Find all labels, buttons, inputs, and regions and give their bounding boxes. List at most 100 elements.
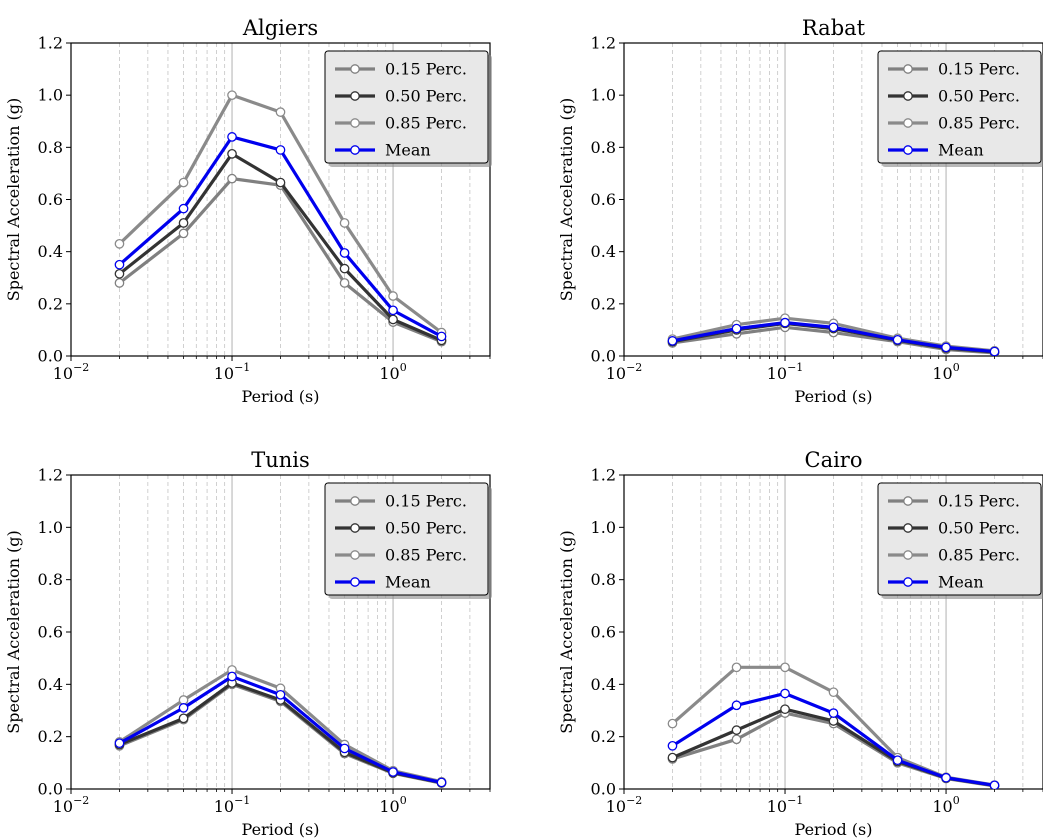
x-tick-base: 10 [606, 797, 626, 816]
legend: 0.15 Perc. 0.50 Perc. 0.85 Perc. Mean [324, 482, 492, 599]
y-tick-label: 0.0 [591, 347, 616, 366]
y-tick-label: 0.0 [38, 780, 63, 799]
x-tick-label: 10−2 [53, 794, 90, 816]
x-axis-label: Period (s) [795, 820, 873, 839]
data-point-mean [388, 305, 398, 316]
data-point-mean [436, 331, 447, 342]
data-point-p85 [667, 718, 678, 729]
data-point-mean [989, 346, 1000, 356]
data-point-p85 [731, 662, 742, 673]
x-tick-exponent: 0 [953, 794, 960, 807]
data-point-p85 [828, 687, 839, 698]
y-tick-label: 0.8 [38, 138, 63, 157]
data-point-p15 [114, 278, 125, 288]
data-point-mean [780, 317, 790, 328]
data-point-mean [731, 323, 742, 334]
legend-label: 0.85 Perc. [938, 114, 1020, 133]
legend-box [877, 482, 1042, 596]
data-point-mean [941, 772, 951, 783]
legend-marker-mean [903, 145, 913, 155]
x-tick-label: 100 [379, 794, 406, 816]
chart-panel-rabat: 0.00.20.40.60.81.01.210−2 10−1 100RabatPer… [557, 16, 1043, 406]
legend-marker-p15 [903, 496, 913, 506]
legend-marker-p15 [903, 64, 913, 74]
x-tick-base: 10 [606, 364, 626, 383]
data-point-mean [227, 671, 237, 682]
data-point-mean [892, 755, 903, 766]
data-point-mean [114, 259, 125, 270]
legend-label: Mean [385, 573, 431, 592]
data-point-mean [892, 334, 903, 345]
legend-label: Mean [938, 573, 984, 592]
legend-marker-p50 [903, 91, 913, 101]
legend-marker-mean [350, 577, 360, 587]
legend-label: Mean [938, 141, 984, 160]
legend-marker-p85 [903, 550, 913, 560]
y-tick-label: 0.8 [38, 570, 63, 589]
legend: 0.15 Perc. 0.50 Perc. 0.85 Perc. Mean [877, 482, 1043, 599]
x-tick-base: 10 [379, 797, 399, 816]
y-tick-label: 0.8 [591, 138, 616, 157]
y-tick-label: 1.2 [591, 466, 616, 485]
data-point-p15 [731, 734, 742, 745]
data-point-mean [227, 132, 237, 142]
y-tick-label: 0.4 [591, 242, 616, 261]
x-tick-exponent: 0 [953, 361, 960, 374]
y-tick-label: 1.2 [38, 34, 63, 53]
legend-label: 0.50 Perc. [385, 519, 467, 538]
legend-label: 0.50 Perc. [938, 519, 1020, 538]
y-axis-label: Spectral Acceleration (g) [557, 530, 576, 733]
x-tick-exponent: −2 [626, 794, 642, 807]
legend-box [324, 50, 489, 164]
legend-marker-p85 [903, 118, 913, 128]
legend-label: 0.15 Perc. [938, 60, 1020, 79]
data-point-p15 [227, 173, 237, 184]
data-point-mean [275, 689, 286, 700]
x-tick-base: 10 [767, 364, 787, 383]
legend-label: 0.85 Perc. [385, 114, 467, 133]
y-tick-label: 0.0 [38, 347, 63, 366]
legend-label: 0.15 Perc. [385, 60, 467, 79]
x-tick-base: 10 [932, 364, 952, 383]
data-point-p85 [227, 90, 237, 101]
x-tick-base: 10 [214, 797, 234, 816]
data-point-mean [178, 703, 189, 713]
legend-label: 0.15 Perc. [938, 492, 1020, 511]
x-tick-label: 100 [932, 794, 959, 816]
x-tick-base: 10 [932, 797, 952, 816]
x-tick-exponent: 0 [400, 794, 407, 807]
plot-area [114, 90, 447, 347]
y-tick-label: 1.0 [591, 518, 616, 537]
y-tick-label: 0.6 [591, 623, 616, 642]
data-point-mean [114, 738, 125, 749]
y-tick-label: 0.6 [38, 623, 63, 642]
x-tick-label: 10−2 [53, 361, 90, 383]
legend-marker-p15 [350, 64, 360, 74]
y-tick-label: 1.0 [38, 518, 63, 537]
legend-label: Mean [385, 141, 431, 160]
data-point-p50 [178, 713, 189, 724]
legend-marker-p15 [350, 496, 360, 506]
y-tick-label: 0.2 [591, 727, 616, 746]
y-tick-label: 0.2 [591, 294, 616, 313]
data-point-p50 [178, 218, 189, 228]
legend-marker-mean [903, 577, 913, 587]
y-tick-label: 0.2 [38, 294, 63, 313]
legend-marker-p50 [903, 523, 913, 533]
data-point-p50 [227, 149, 237, 159]
legend-marker-p85 [350, 118, 360, 128]
x-tick-base: 10 [379, 364, 399, 383]
data-point-mean [436, 777, 447, 788]
data-point-mean [989, 780, 1000, 789]
y-tick-label: 0.4 [38, 242, 63, 261]
y-tick-label: 0.6 [38, 190, 63, 209]
data-point-p85 [275, 107, 286, 117]
legend-marker-mean [350, 145, 360, 155]
legend-label: 0.85 Perc. [938, 546, 1020, 565]
data-point-mean [388, 767, 398, 777]
x-tick-exponent: −2 [73, 794, 89, 807]
y-tick-label: 0.0 [591, 780, 616, 799]
x-tick-label: 10−1 [214, 361, 251, 383]
x-tick-base: 10 [214, 364, 234, 383]
